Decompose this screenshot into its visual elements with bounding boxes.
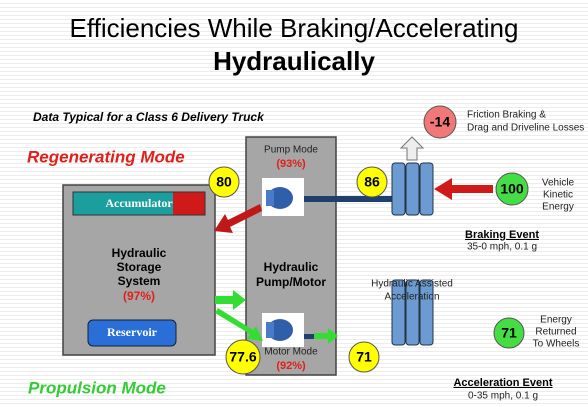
returned-label: Returned [535, 327, 576, 338]
arrow [215, 290, 246, 310]
storage-label: Hydraulic [112, 246, 167, 260]
event-title: Braking Event [465, 229, 539, 241]
assist-label: Acceleration [384, 292, 439, 303]
pump-mode: Pump Mode [264, 145, 318, 156]
event-detail: 0-35 mph, 0.1 g [468, 391, 538, 402]
pump-efficiency: (93%) [276, 158, 306, 170]
source-label: Kinetic [543, 190, 573, 201]
wheel [392, 280, 433, 345]
event-detail: 35-0 mph, 0.1 g [467, 242, 537, 253]
returned-label: To Wheels [533, 339, 580, 350]
wheel [392, 163, 433, 215]
title: Efficiencies While Braking/Accelerating [70, 13, 519, 43]
losses-label: Drag and Driveline Losses [467, 123, 584, 134]
assist-label: Hydraulic Assisted [371, 279, 453, 290]
arrow [434, 178, 493, 200]
energy-value: 71 [501, 325, 517, 341]
title-bold: Hydraulically [213, 46, 375, 76]
returned-label: Energy [540, 315, 572, 326]
motor-mode: Motor Mode [264, 347, 318, 358]
pump-label: Pump/Motor [256, 275, 326, 289]
accumulator-bar [173, 192, 205, 215]
energy-value: -14 [430, 114, 450, 130]
storage-label: System [118, 274, 161, 288]
accumulator-label: Accumulator [105, 196, 173, 210]
energy-value: 71 [356, 349, 372, 365]
arrow [401, 137, 423, 160]
energy-value: 86 [364, 174, 380, 190]
mode-label: Regenerating Mode [27, 147, 185, 166]
energy-value: 80 [216, 174, 232, 190]
source-label: Energy [542, 202, 574, 213]
mode-label: Propulsion Mode [28, 378, 166, 397]
reservoir-label: Reservoir [107, 325, 158, 339]
motor-icon [266, 322, 274, 338]
losses-label: Friction Braking & [467, 110, 546, 121]
storage-label: Storage [117, 260, 162, 274]
subtitle: Data Typical for a Class 6 Delivery Truc… [33, 110, 265, 124]
source-label: Vehicle [542, 178, 575, 189]
motor-efficiency: (92%) [276, 360, 306, 372]
diagram: Efficiencies While Braking/Accelerating … [0, 0, 588, 407]
energy-value: 77.6 [229, 349, 256, 365]
pump-icon [266, 190, 274, 206]
storage-efficiency: (97%) [123, 289, 155, 303]
energy-value: 100 [500, 181, 524, 197]
shaft [304, 196, 392, 202]
pump-label: Hydraulic [264, 260, 319, 274]
event-title: Acceleration Event [453, 377, 552, 389]
